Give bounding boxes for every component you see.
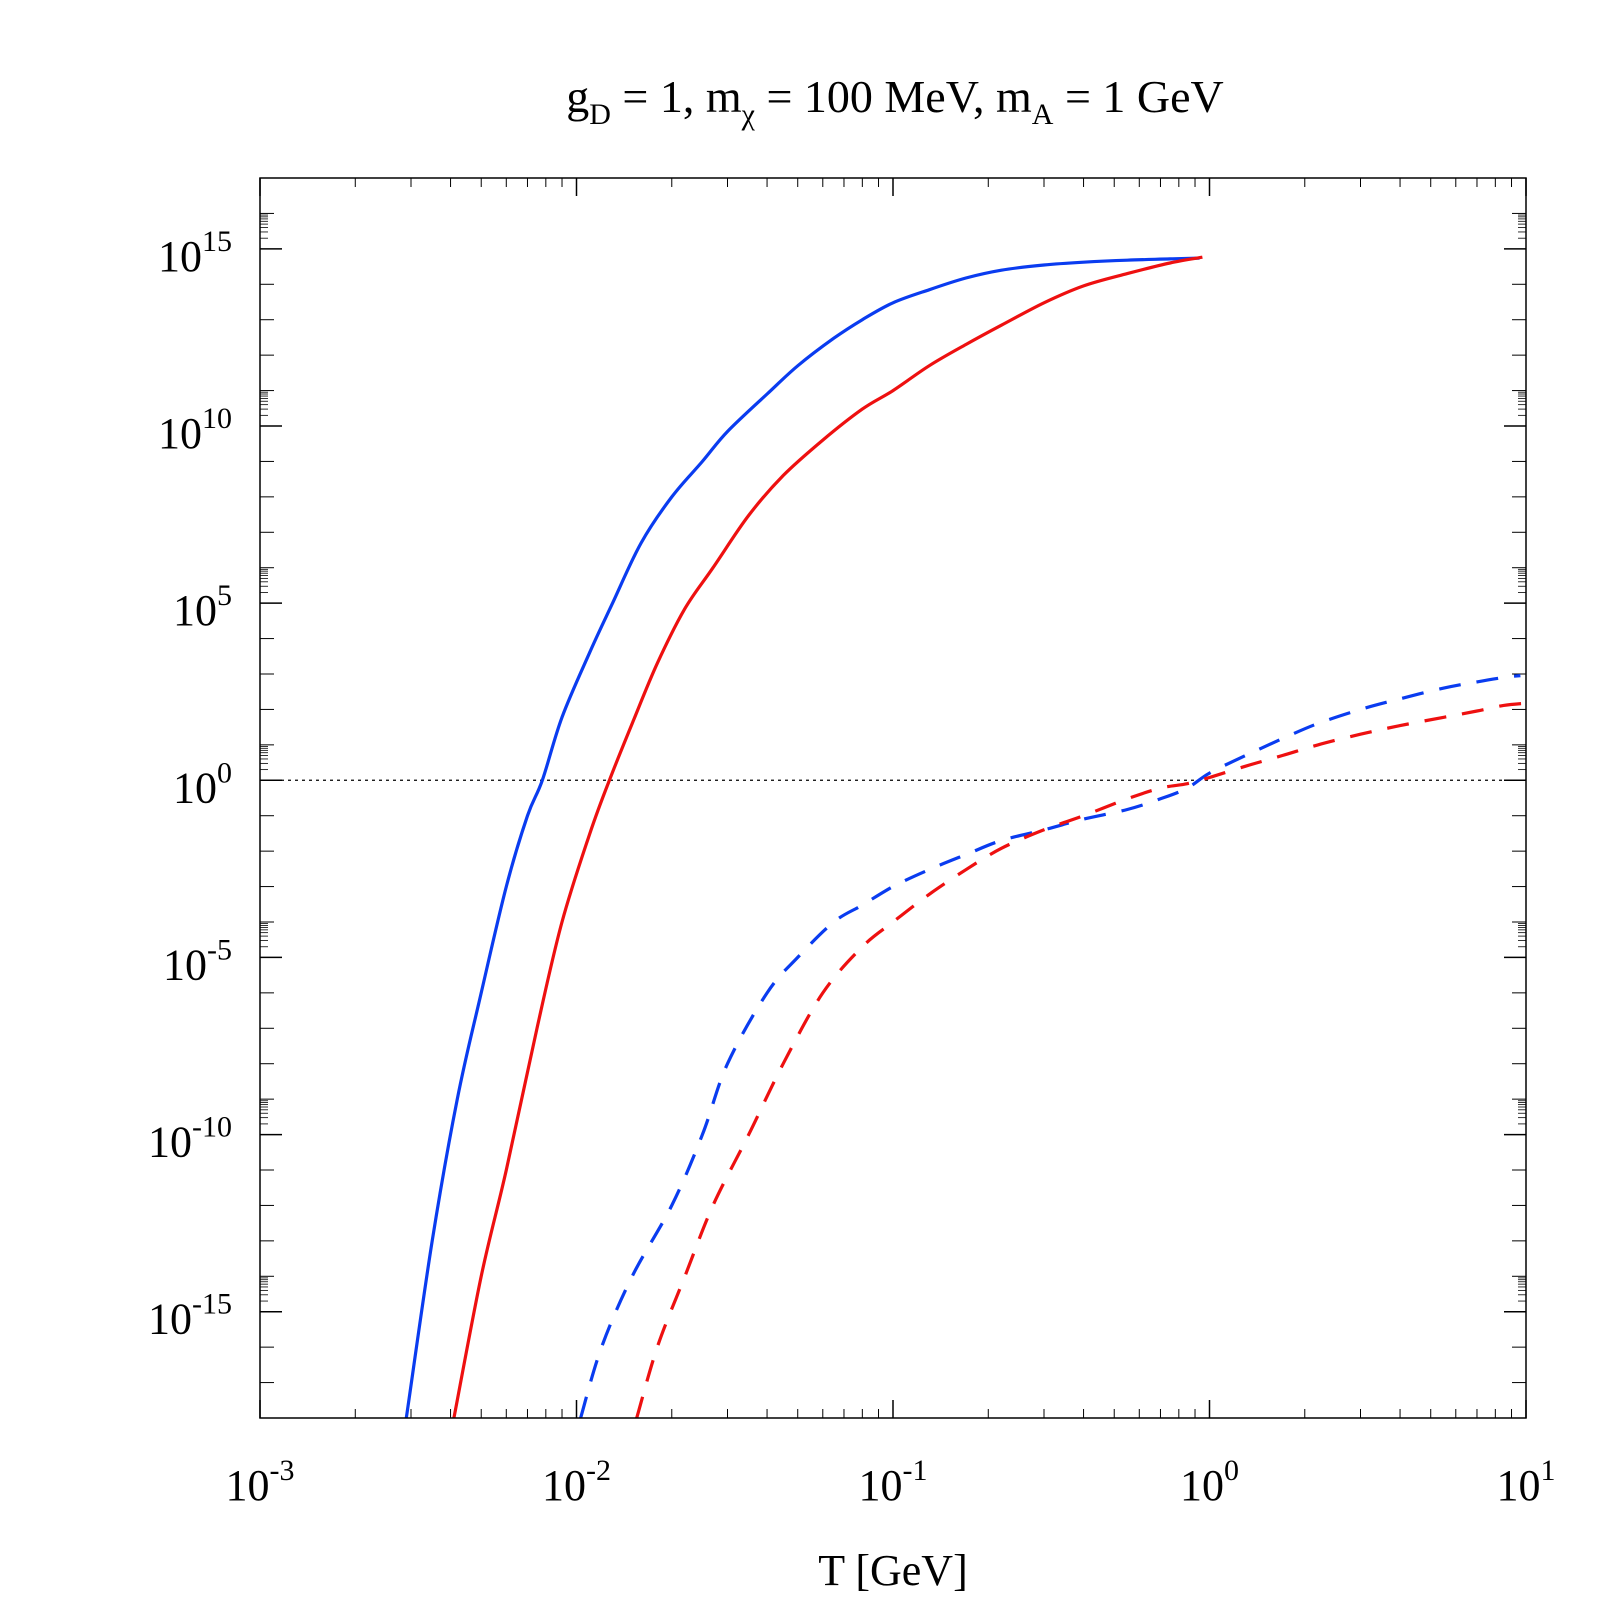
series-blue-dashed <box>579 674 1521 1418</box>
y-tick-label: 10-15 <box>148 1288 232 1344</box>
y-tick-label: 100 <box>173 756 232 812</box>
y-tick-label: 10-10 <box>148 1111 232 1167</box>
x-tick-label: 10-2 <box>542 1454 611 1510</box>
series-layer <box>404 255 1526 1418</box>
y-tick-label: 1015 <box>158 225 232 281</box>
y-tick-labels: 1015 1010 105 100 10-5 10-10 10-15 <box>148 225 232 1344</box>
y-tick-label: 105 <box>173 579 232 635</box>
plot-frame <box>259 177 1527 1419</box>
minor-ticks <box>260 177 1526 1419</box>
x-tick-label: 101 <box>1497 1454 1556 1510</box>
y-tick-label: 10-5 <box>163 933 232 989</box>
series-blue-solid <box>404 256 1200 1418</box>
x-axis-label: T [GeV] <box>818 1546 967 1595</box>
series-red-dashed <box>635 701 1526 1418</box>
x-tick-label: 10-1 <box>859 1454 928 1510</box>
x-tick-labels: 10-3 10-2 10-1 100 101 <box>226 1454 1556 1510</box>
y-tick-label: 1010 <box>158 402 232 458</box>
x-tick-label: 10-3 <box>226 1454 295 1510</box>
series-red-solid <box>452 255 1203 1418</box>
chart-title: gD = 1, mχ = 100 MeV, mA = 1 GeV <box>566 71 1224 131</box>
x-tick-label: 100 <box>1180 1454 1239 1510</box>
